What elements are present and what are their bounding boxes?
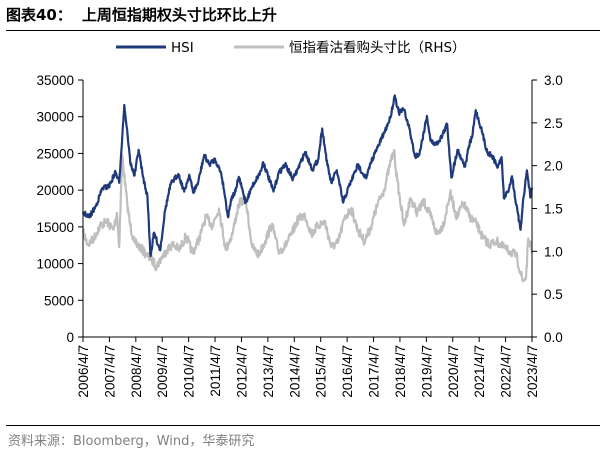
figure-label: 图表40： (6, 6, 72, 24)
axes-layer: 0 5000 10000 15000 20000 25000 30000 35000 0.0 0.… (36, 73, 562, 398)
top-rule (6, 30, 600, 31)
right-tick-label: 1.0 (544, 244, 563, 259)
x-tick-label: 2017/4/7 (367, 345, 382, 398)
x-tick-label: 2023/4/7 (525, 345, 540, 398)
legend-hsi-label: HSI (171, 40, 194, 56)
source-note: 资料来源：Bloomberg，Wind，华泰研究 (8, 434, 255, 449)
x-tick-label: 2008/4/7 (129, 345, 144, 398)
left-tick-label: 0 (66, 330, 74, 345)
x-tick-label: 2006/4/7 (76, 345, 91, 398)
left-tick-label: 25000 (36, 146, 74, 161)
right-tick-label: 0.5 (544, 287, 563, 302)
left-tick-label: 35000 (36, 73, 74, 88)
right-tick-label: 2.0 (544, 159, 563, 174)
x-tick-label: 2007/4/7 (102, 345, 117, 398)
x-tick-label: 2012/4/7 (234, 345, 249, 398)
left-tick-label: 15000 (36, 220, 74, 235)
x-tick-label: 2014/4/7 (287, 345, 302, 398)
x-tick-label: 2009/4/7 (155, 345, 170, 398)
legend-ratio-label: 恒指看沽看购头寸比（RHS） (289, 40, 466, 56)
bottom-rule (6, 425, 600, 426)
right-tick-label: 1.5 (544, 202, 563, 217)
figure-title: 图表40： 上周恒指期权头寸比环比上升 (6, 4, 600, 28)
right-tick-label: 0.0 (544, 330, 563, 345)
x-tick-label: 2020/4/7 (446, 345, 461, 398)
left-tick-label: 30000 (36, 110, 74, 125)
x-tick-label: 2011/4/7 (208, 345, 223, 397)
x-tick-label: 2019/4/7 (419, 345, 434, 398)
left-tick-label: 20000 (36, 183, 74, 198)
series-layer (81, 94, 534, 283)
chart: HSI 恒指看沽看购头寸比（RHS） 0 5000 10000 15000 20000 25… (36, 40, 562, 398)
left-tick-label: 10000 (36, 257, 74, 272)
right-tick-label: 3.0 (544, 73, 563, 88)
right-tick-label: 2.5 (544, 116, 563, 131)
x-tick-label: 2018/4/7 (393, 345, 408, 398)
x-tick-label: 2021/4/7 (472, 345, 487, 398)
ratio-series-line (81, 149, 534, 283)
figure-title-text: 上周恒指期权头寸比环比上升 (81, 6, 277, 24)
x-tick-label: 2010/4/7 (182, 345, 197, 398)
left-tick-label: 5000 (44, 293, 74, 308)
legend: HSI 恒指看沽看购头寸比（RHS） (116, 40, 466, 56)
x-tick-label: 2016/4/7 (340, 345, 355, 398)
x-tick-label: 2015/4/7 (314, 345, 329, 398)
x-tick-label: 2022/4/7 (499, 345, 514, 398)
x-tick-label: 2013/4/7 (261, 345, 276, 398)
hsi-series-line (81, 94, 534, 258)
